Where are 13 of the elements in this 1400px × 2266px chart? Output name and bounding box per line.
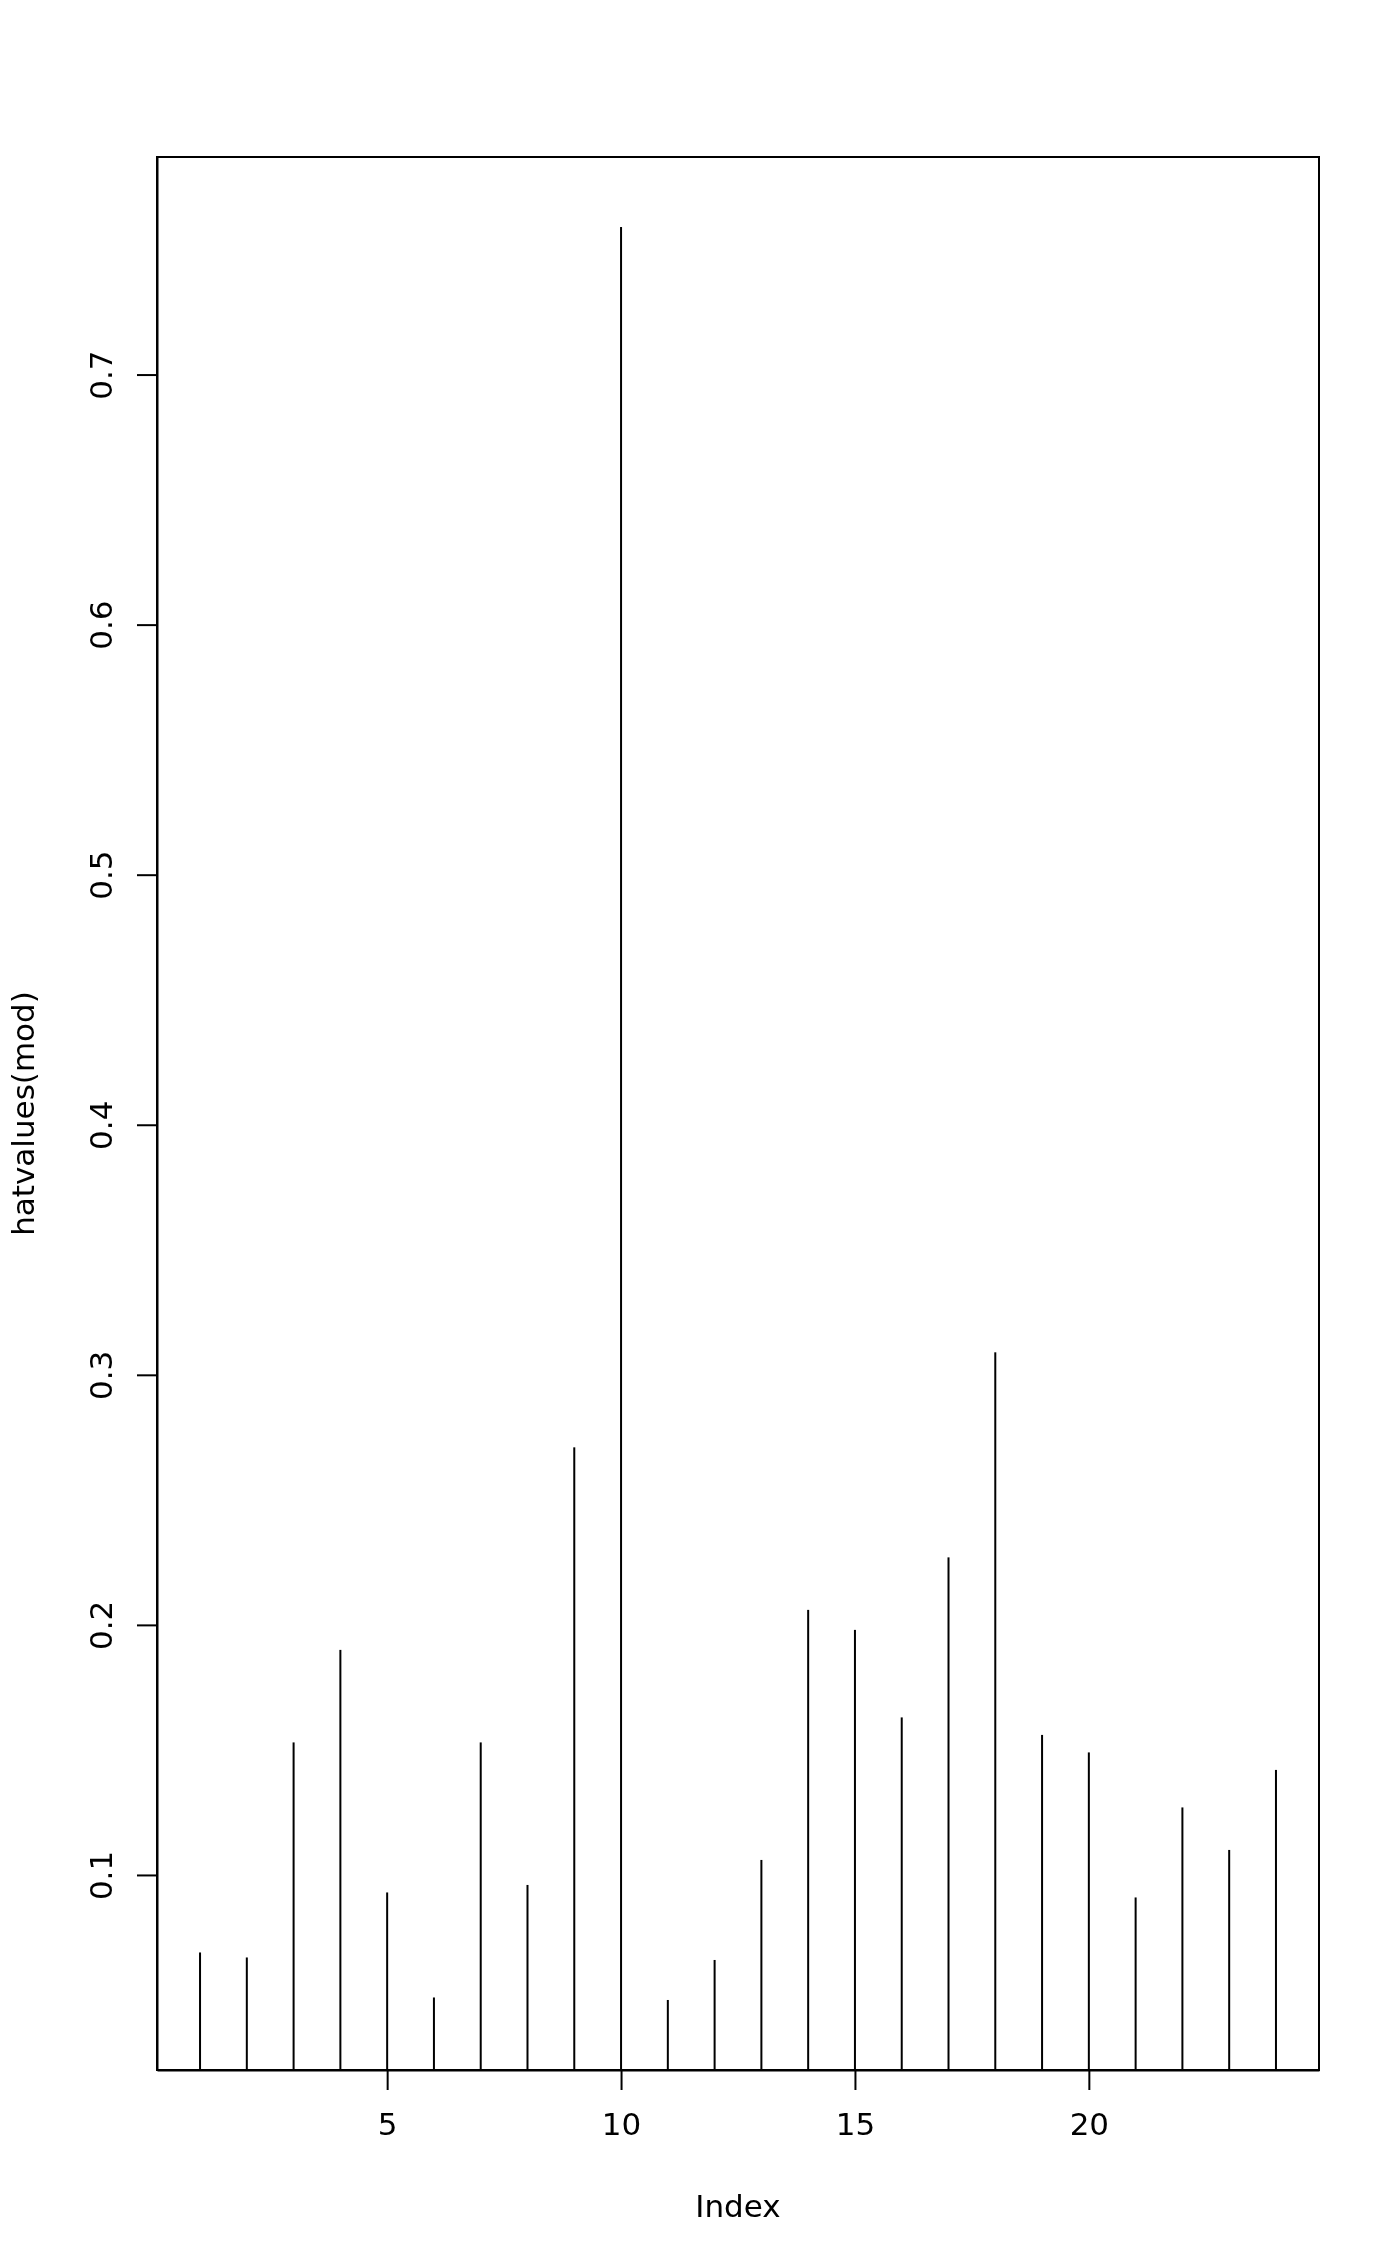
y-tick-label: 0.4 — [83, 1100, 119, 1150]
y-tick-label: 0.7 — [83, 350, 119, 400]
x-tick-label: 20 — [1069, 2106, 1110, 2143]
y-tick-label: 0.6 — [83, 600, 119, 650]
x-tick-label: 10 — [601, 2106, 642, 2143]
y-tick-label: 0.3 — [83, 1350, 119, 1400]
x-tick-label: 5 — [377, 2106, 398, 2143]
y-tick-label: 0.5 — [83, 850, 119, 900]
x-axis-title: Index — [695, 2188, 781, 2224]
y-tick-label: 0.1 — [83, 1850, 119, 1901]
y-tick-label: 0.2 — [83, 1600, 119, 1651]
y-axis-title: hatvalues(mod) — [5, 991, 41, 1236]
x-tick-label: 15 — [835, 2106, 876, 2143]
